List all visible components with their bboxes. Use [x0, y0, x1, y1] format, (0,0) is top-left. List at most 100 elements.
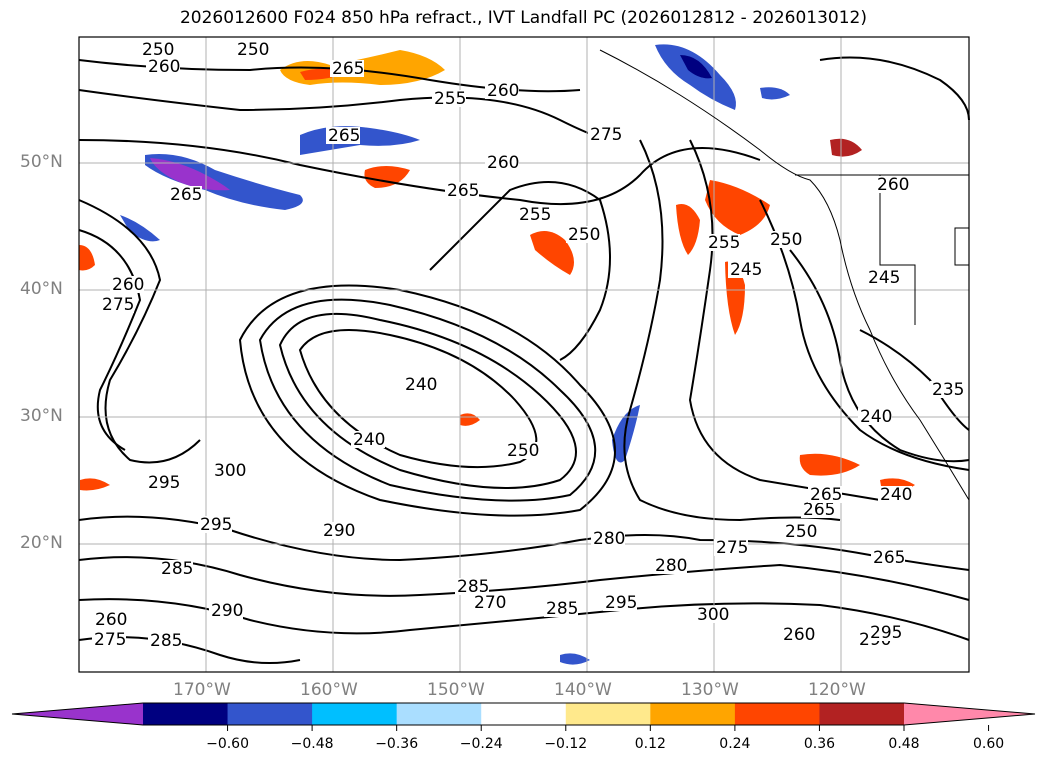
contour-label: 255 [519, 205, 551, 225]
colorbar-cell [312, 703, 398, 725]
contour-label-bg [866, 269, 900, 286]
contour-line [429, 181, 611, 361]
contour-line [278, 312, 577, 489]
contour-label-bg [455, 578, 489, 595]
contour-label-bg [92, 631, 126, 648]
anomaly-patch [150, 158, 230, 191]
contour-label-bg [485, 82, 519, 99]
contour-label: 300 [697, 605, 729, 625]
anomaly-patch [79, 245, 95, 271]
contour-label-bg [146, 474, 180, 491]
contour-label-bg [706, 234, 740, 251]
contour-line [78, 199, 201, 464]
contour-label: 265 [170, 185, 202, 205]
contour-label-bg [321, 522, 355, 539]
contour-label: 265 [810, 485, 842, 505]
contour-label: 245 [730, 260, 762, 280]
colorbar-tick-label: 0.48 [888, 736, 920, 752]
anomaly-patch [530, 231, 574, 275]
contour-label-bg [198, 516, 232, 533]
contour-label-bg [878, 486, 912, 503]
contour-label: 290 [211, 601, 243, 621]
contour-label-bg [148, 632, 182, 649]
contour-line [78, 139, 761, 206]
lat-label: 30°N [20, 406, 63, 426]
contour-label: 260 [95, 610, 127, 630]
contour-label: 275 [716, 538, 748, 558]
contour-label-bg [653, 557, 687, 574]
contour-label: 265 [803, 500, 835, 520]
contour-label-bg [505, 442, 539, 459]
contour-label: 260 [877, 175, 909, 195]
contour-label: 280 [593, 529, 625, 549]
colorbar-tick-label: −0.60 [206, 736, 249, 752]
colorbar-tick-label: 0.12 [634, 736, 666, 752]
colorbar-outline [11, 702, 1036, 726]
anomaly-patch [364, 166, 410, 188]
contour-label: 240 [405, 375, 437, 395]
contour-label-bg [768, 231, 802, 248]
contour-label: 245 [868, 268, 900, 288]
lon-label: 140°W [554, 680, 612, 700]
lon-label: 130°W [681, 680, 739, 700]
contour-label-bg [445, 182, 479, 199]
contour-line [789, 249, 970, 463]
contour-label-bg [781, 626, 815, 643]
contour-label: 295 [870, 623, 902, 643]
contour-label: 270 [474, 593, 506, 613]
contour-label: 275 [102, 295, 134, 315]
contour-label: 285 [546, 599, 578, 619]
contour-label: 285 [161, 559, 193, 579]
colorbar-tick-label: −0.24 [459, 736, 503, 752]
figure-title: 2026012600 F024 850 hPa refract., IVT La… [179, 8, 867, 28]
contour-label: 265 [328, 126, 360, 146]
map-panel [79, 37, 969, 672]
contour-label: 250 [785, 522, 817, 542]
anomaly-patch [676, 204, 700, 255]
contour-label: 260 [148, 57, 180, 77]
colorbar-cell [396, 703, 482, 725]
anomaly-patch [560, 653, 590, 665]
lon-label: 120°W [808, 680, 866, 700]
contour-label-bg [330, 60, 364, 77]
contour-label-bg [432, 90, 466, 107]
contour-label-bg [517, 206, 551, 223]
contour-line [759, 199, 970, 471]
contour-label-bg [868, 624, 902, 641]
contour-label-bg [695, 606, 729, 623]
colorbar-cell [227, 703, 313, 725]
contour-label: 250 [568, 225, 600, 245]
graticule [79, 37, 969, 672]
anomaly-patch [680, 55, 712, 79]
contour-label-bg [603, 594, 637, 611]
contour-label: 300 [214, 461, 246, 481]
lon-label: 160°W [300, 680, 358, 700]
contour-label: 250 [142, 40, 174, 60]
contour-line [78, 89, 621, 142]
contour-label: 260 [487, 81, 519, 101]
contour-line [819, 56, 970, 121]
contour-label-bg [588, 126, 622, 143]
map-frame [78, 36, 970, 673]
contour-line [78, 229, 142, 451]
contour-label-bg [146, 58, 180, 75]
contour-label: 240 [860, 407, 892, 427]
contour-label-bg [100, 296, 134, 313]
contour-label-bg [875, 176, 909, 193]
anomaly-patch [799, 453, 860, 476]
contour-label-bg [209, 602, 243, 619]
colorbar-extend-high [904, 703, 1035, 725]
anomaly-patch [725, 261, 745, 335]
contour-label: 265 [332, 59, 364, 79]
colorbar-cell [481, 703, 567, 725]
contour-label-bg [930, 381, 964, 398]
contour-label: 250 [770, 230, 802, 250]
contour-line [258, 298, 596, 502]
contour-label-bg [235, 41, 269, 58]
colorbar-tick-label: 0.60 [972, 736, 1005, 752]
contour-label: 295 [148, 473, 180, 493]
anomaly-patch [655, 44, 736, 110]
contour-label: 295 [605, 593, 637, 613]
